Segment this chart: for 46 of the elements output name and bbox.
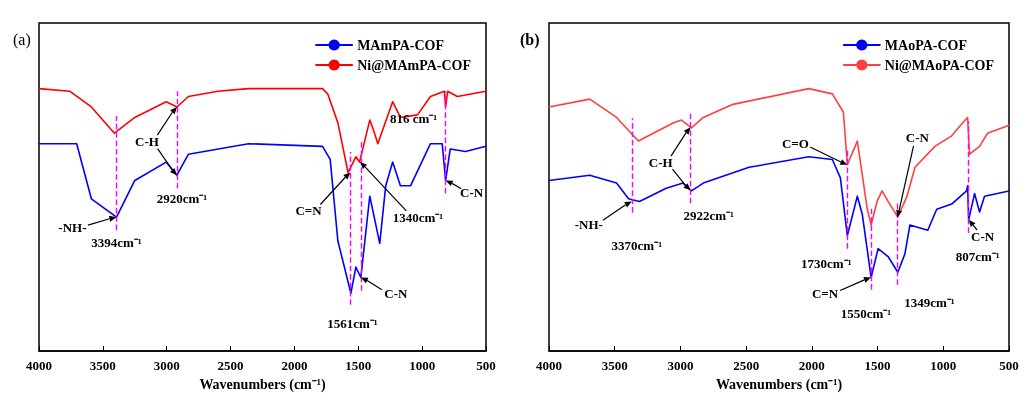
annotation: 2922cm⁻¹ (683, 208, 735, 224)
annotation: -NH- (58, 219, 87, 235)
annotation: 1730cm⁻¹ (801, 256, 852, 272)
annotation: 1340cm⁻¹ (392, 209, 444, 225)
x-tick-label: 3500 (601, 358, 628, 373)
x-tick-label: 4000 (26, 358, 52, 373)
annotation: 816 cm⁻¹ (390, 111, 438, 127)
x-tick-label: 1000 (930, 358, 957, 373)
x-tick-label: 1500 (345, 358, 372, 373)
annotation: C-N (905, 129, 930, 145)
annotation: 1349cm⁻¹ (904, 294, 955, 310)
x-axis-title: Wavenumbers (cm⁻¹) (199, 376, 326, 393)
x-tick-label: 2500 (733, 358, 760, 373)
x-tick-label: 500 (476, 358, 496, 373)
x-tick-label: 3000 (667, 358, 694, 373)
annotation: 1550cm⁻¹ (840, 306, 892, 322)
x-tick-label: 3500 (89, 358, 116, 373)
legend-label: MAoPA-COF (884, 37, 967, 53)
annotation: C-N (460, 184, 484, 200)
x-tick-label: 2500 (217, 358, 244, 373)
annotation: C=O (781, 136, 809, 152)
annotation: 2920cm⁻¹ (156, 190, 208, 206)
annotation: C=N (295, 203, 323, 219)
chart-title: (a) (13, 30, 31, 49)
annotation: 3394cm⁻¹ (91, 234, 142, 250)
x-tick-label: 1000 (409, 358, 436, 373)
x-tick-label: 3000 (153, 358, 180, 373)
annotation: 1561cm⁻¹ (327, 315, 378, 331)
legend-label: Ni@MAmPA-COF (357, 57, 472, 73)
x-tick-label: 1500 (864, 358, 891, 373)
annotation: C-N (971, 229, 995, 245)
annotation: 807cm⁻¹ (955, 249, 1000, 265)
x-tick-label: 2000 (281, 358, 308, 373)
x-tick-label: 2000 (798, 358, 825, 373)
annotation: C-N (384, 286, 408, 302)
annotation: C=N (811, 286, 839, 302)
chart-title: (b) (520, 30, 540, 49)
legend-label: MAmPA-COF (357, 37, 444, 53)
annotation: 3370cm⁻¹ (611, 237, 663, 253)
annotation: C-H (135, 134, 159, 150)
annotation: C-H (648, 155, 673, 171)
x-axis-title: Wavenumbers (cm⁻¹) (715, 376, 843, 393)
annotation: -NH- (574, 216, 603, 232)
x-tick-label: 500 (999, 358, 1019, 373)
legend-label: Ni@MAoPA-COF (884, 57, 994, 73)
x-tick-label: 4000 (536, 358, 562, 373)
